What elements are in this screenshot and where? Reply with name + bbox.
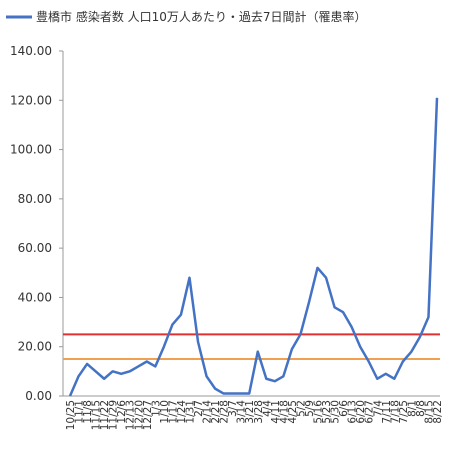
x-tick-label: 5/9 [304,400,316,417]
y-tick-label: 20.00 [18,340,52,354]
x-tick-label: 1/31 [184,400,196,424]
x-tick-label: 1/10 [159,400,171,424]
x-tick-label: 3/21 [244,400,256,424]
y-tick-label: 100.00 [10,143,52,157]
y-tick-label: 140.00 [10,44,52,58]
x-tick-label: 2/28 [219,400,231,424]
x-tick-label: 11/22 [99,400,111,430]
y-tick-label: 0.00 [25,389,52,403]
x-tick-label: 5/2 [295,400,307,417]
x-tick-label: 1/3 [150,400,162,417]
y-tick-label: 120.00 [10,93,52,107]
data-line [68,97,439,397]
x-tick-label: 8/8 [415,400,427,417]
x-tick-label: 4/25 [287,400,299,424]
y-tick-label: 80.00 [18,192,52,206]
x-tick-label: 7/25 [398,400,410,424]
x-tick-label: 11/1 [74,400,86,424]
x-tick-label: 10/25 [65,400,77,430]
x-tick-label: 3/14 [236,400,248,424]
x-tick-label: 6/13 [347,400,359,424]
x-tick-label: 5/23 [321,400,333,424]
x-tick-label: 1/17 [167,400,179,424]
legend-label: 豊橋市 感染者数 人口10万人あたり・過去7日間計（罹患率） [36,9,367,24]
x-tick-label: 2/21 [210,400,222,424]
x-tick-label: 5/30 [330,400,342,424]
x-tick-label: 6/20 [355,400,367,424]
x-tick-label: 6/27 [364,400,376,424]
x-tick-label: 7/4 [372,400,384,417]
x-tick-label: 4/11 [270,400,282,424]
x-tick-label: 7/18 [389,400,401,424]
x-tick-label: 11/29 [108,400,120,430]
y-tick-label: 40.00 [18,290,52,304]
x-tick-label: 5/16 [313,400,325,424]
x-tick-label: 1/24 [176,400,188,424]
x-tick-label: 3/7 [227,400,239,417]
x-tick-label: 2/7 [193,400,205,417]
x-tick-label: 4/18 [278,400,290,424]
x-tick-label: 6/6 [338,400,350,417]
x-tick-label: 4/4 [261,400,273,417]
x-tick-label: 11/8 [82,400,94,424]
x-tick-label: 8/1 [406,400,418,417]
x-tick-label: 12/20 [133,400,145,430]
x-tick-label: 7/11 [381,400,393,424]
x-tick-label: 8/22 [432,400,444,424]
x-tick-label: 11/15 [91,400,103,430]
x-tick-label: 8/15 [423,400,435,424]
x-tick-label: 3/28 [253,400,265,424]
x-tick-label: 2/14 [202,400,214,424]
x-tick-label: 12/6 [116,400,128,424]
y-tick-label: 60.00 [18,241,52,255]
x-tick-label: 12/13 [125,400,137,430]
x-tick-label: 12/27 [142,400,154,430]
